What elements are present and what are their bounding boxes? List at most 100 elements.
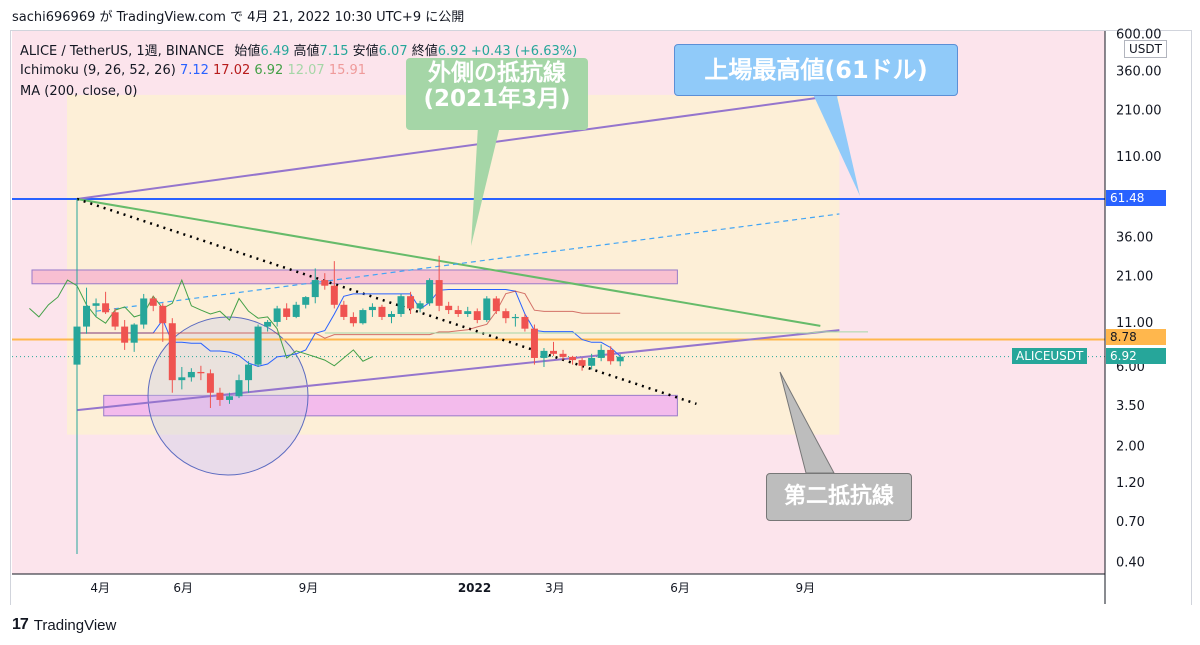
- ath-price-tag: 61.48: [1106, 190, 1166, 206]
- candle-body-55: [597, 349, 605, 358]
- legend-ichimoku-label: Ichimoku (9, 26, 52, 26): [20, 63, 176, 78]
- candle-body-5: [121, 326, 129, 343]
- legend-symbol: ALICE / TetherUS, 1週, BINANCE: [20, 44, 225, 59]
- callout-outer-resistance: 外側の抵抗線 (2021年3月): [406, 58, 588, 130]
- candle-body-0: [73, 326, 81, 365]
- x-tick-label-2: 9月: [299, 581, 319, 595]
- y-tick-label-6: 21.00: [1116, 270, 1153, 285]
- candle-body-46: [511, 316, 519, 319]
- candle-body-25: [311, 280, 319, 298]
- currency-label: USDT: [1124, 40, 1167, 58]
- legend-open-label: 始値: [234, 44, 261, 59]
- zone-1: [103, 394, 678, 417]
- candle-body-50: [550, 350, 557, 354]
- zone-0: [31, 269, 678, 285]
- candle-body-38: [435, 280, 443, 306]
- candle-body-40: [454, 310, 462, 314]
- legend-ma-row: MA (200, close, 0): [20, 84, 137, 99]
- candle-body-34: [397, 296, 405, 314]
- candle-body-3: [102, 303, 110, 313]
- candle-body-26: [321, 280, 329, 286]
- candle-body-37: [426, 280, 434, 304]
- candle-body-22: [283, 308, 291, 317]
- candle-body-4: [111, 312, 119, 327]
- y-tick-label-15: 0.40: [1116, 555, 1145, 570]
- candle-body-53: [578, 360, 586, 366]
- candle-body-12: [187, 371, 195, 378]
- legend-close-label: 終値: [411, 44, 438, 59]
- footer-brand: TradingView: [33, 616, 117, 634]
- trendline-4: [95, 213, 840, 312]
- candle-body-18: [245, 364, 253, 381]
- candle-body-10: [168, 323, 176, 381]
- candle-body-23: [292, 304, 300, 317]
- candle-body-15: [216, 392, 224, 400]
- callout-pointer-green: [471, 126, 500, 246]
- symbol-name-tag: ALICEUSDT: [1012, 348, 1088, 364]
- legend-high-label: 高値: [293, 44, 320, 59]
- legend-ichimoku-row: Ichimoku (9, 26, 52, 26) 7.12 17.02 6.92…: [20, 63, 366, 78]
- y-tick-label-2: 210.00: [1116, 103, 1162, 118]
- orange-price-tag: 8.78: [1106, 329, 1166, 345]
- ichimoku-value-1: 17.02: [208, 63, 251, 78]
- candle-body-57: [616, 356, 624, 362]
- legend-change: +0.43 (+6.63%): [470, 44, 578, 59]
- trendline-2: [76, 197, 821, 327]
- candle-body-28: [340, 304, 348, 317]
- candle-body-13: [197, 371, 205, 374]
- candle-body-21: [273, 308, 281, 322]
- legend-close-value: 6.92: [437, 44, 467, 59]
- candle-body-27: [330, 285, 338, 305]
- y-tick-label-14: 0.70: [1116, 515, 1145, 530]
- ichimoku-value-4: 15.91: [324, 63, 367, 78]
- candle-body-41: [464, 311, 472, 314]
- tradingview-logo-icon: 17: [12, 616, 29, 633]
- callout-all-time-high: 上場最高値(61ドル): [674, 44, 958, 96]
- ichimoku-value-3: 12.07: [283, 63, 325, 78]
- y-tick-label-13: 1.20: [1116, 476, 1145, 491]
- candle-body-51: [559, 353, 567, 357]
- y-tick-label-12: 2.00: [1116, 439, 1145, 454]
- candle-body-43: [483, 298, 491, 321]
- candle-body-36: [416, 303, 424, 309]
- callout-second-resistance: 第二抵抗線: [766, 473, 912, 521]
- legend-high-value: 7.15: [319, 44, 349, 59]
- y-tick-label-11: 3.50: [1116, 399, 1145, 414]
- candle-body-11: [178, 377, 186, 381]
- y-tick-label-3: 110.00: [1116, 150, 1162, 165]
- ichimoku-value-2: 6.92: [250, 63, 284, 78]
- ichimoku-base-line: [77, 290, 621, 339]
- candle-body-30: [359, 310, 367, 324]
- candle-body-49: [540, 350, 548, 358]
- legend-symbol-row: ALICE / TetherUS, 1週, BINANCE 始値6.49 高値7…: [20, 40, 577, 59]
- candle-body-32: [378, 306, 386, 317]
- candle-body-9: [159, 305, 167, 324]
- chart-frame: [10, 30, 1192, 605]
- candle-body-47: [521, 316, 529, 329]
- last-price-tag: 6.92: [1106, 348, 1166, 364]
- trendline-1: [76, 329, 840, 412]
- legend-low-value: 6.07: [378, 44, 408, 59]
- y-tick-label-7: 11.00: [1116, 316, 1153, 331]
- candle-body-29: [349, 316, 357, 324]
- candle-body-52: [569, 356, 577, 361]
- candle-body-42: [473, 311, 481, 321]
- candle-body-31: [368, 306, 376, 311]
- x-tick-label-5: 6月: [670, 581, 690, 595]
- callout-pointer-blue: [812, 92, 860, 196]
- x-tick-label-4: 3月: [545, 581, 565, 595]
- trendline-0: [76, 93, 840, 200]
- candle-body-17: [235, 380, 243, 397]
- y-tick-label-0: 600.00: [1116, 28, 1162, 43]
- footer: 17 TradingView: [12, 616, 116, 634]
- x-tick-label-1: 6月: [173, 581, 193, 595]
- ichimoku-conversion-line: [77, 289, 621, 367]
- legend-ma-label: MA (200, close, 0): [20, 84, 138, 99]
- y-tick-label-5: 36.00: [1116, 231, 1153, 246]
- x-tick-label-3: 2022: [458, 581, 491, 595]
- candle-body-14: [206, 373, 214, 393]
- x-tick-label-0: 4月: [90, 581, 110, 595]
- candle-body-19: [254, 326, 262, 365]
- candle-body-35: [407, 296, 415, 309]
